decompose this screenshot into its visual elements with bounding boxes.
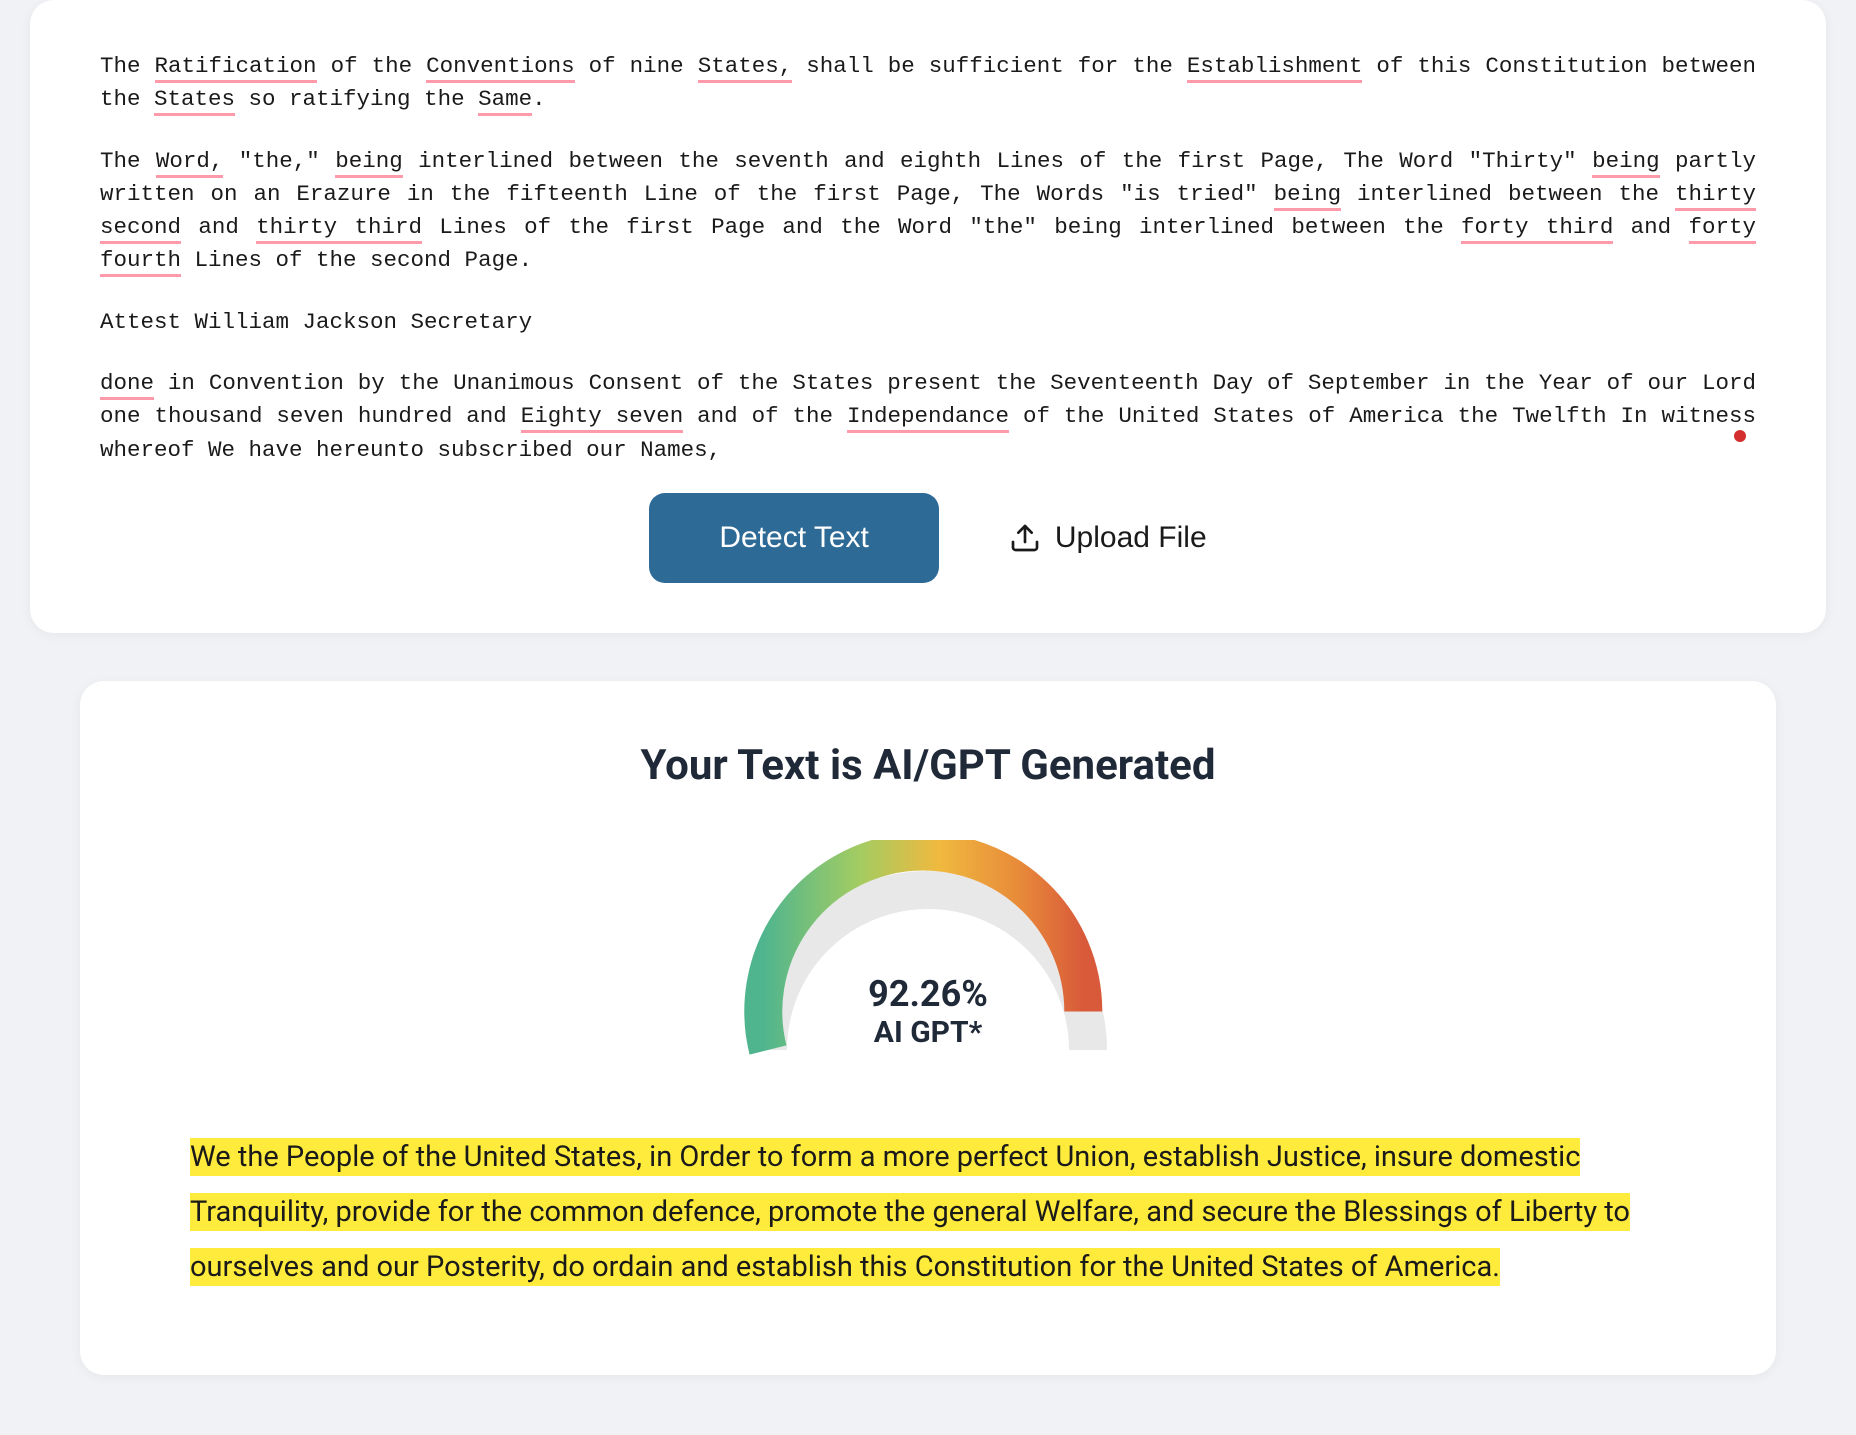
gauge-sublabel: AI GPT* [868, 1015, 988, 1050]
input-paragraph-2: The Word, "the," being interlined betwee… [100, 145, 1756, 278]
ai-probability-gauge: 92.26% AI GPT* [718, 840, 1138, 1060]
result-title: Your Text is AI/GPT Generated [190, 741, 1666, 790]
error-indicator-dot [1734, 430, 1746, 442]
input-paragraph-1: The Ratification of the Conventions of n… [100, 50, 1756, 117]
detect-text-button[interactable]: Detect Text [649, 493, 939, 583]
highlighted-result-text: We the People of the United States, in O… [190, 1130, 1666, 1295]
input-paragraph-4: done in Convention by the Unanimous Cons… [100, 367, 1756, 467]
input-card: The Ratification of the Conventions of n… [30, 0, 1826, 633]
gauge-container: 92.26% AI GPT* [190, 840, 1666, 1060]
input-paragraph-3: Attest William Jackson Secretary [100, 306, 1756, 339]
upload-icon [1009, 522, 1041, 554]
upload-file-button[interactable]: Upload File [1009, 521, 1207, 555]
result-card: Your Text is AI/GPT Generated 92.26% [80, 681, 1776, 1375]
gauge-text: 92.26% AI GPT* [868, 973, 988, 1050]
gauge-percent: 92.26% [868, 973, 988, 1015]
input-text-area[interactable]: The Ratification of the Conventions of n… [100, 50, 1756, 467]
upload-file-label: Upload File [1055, 521, 1207, 555]
button-row: Detect Text Upload File [100, 493, 1756, 583]
highlighted-span: We the People of the United States, in O… [190, 1138, 1630, 1286]
